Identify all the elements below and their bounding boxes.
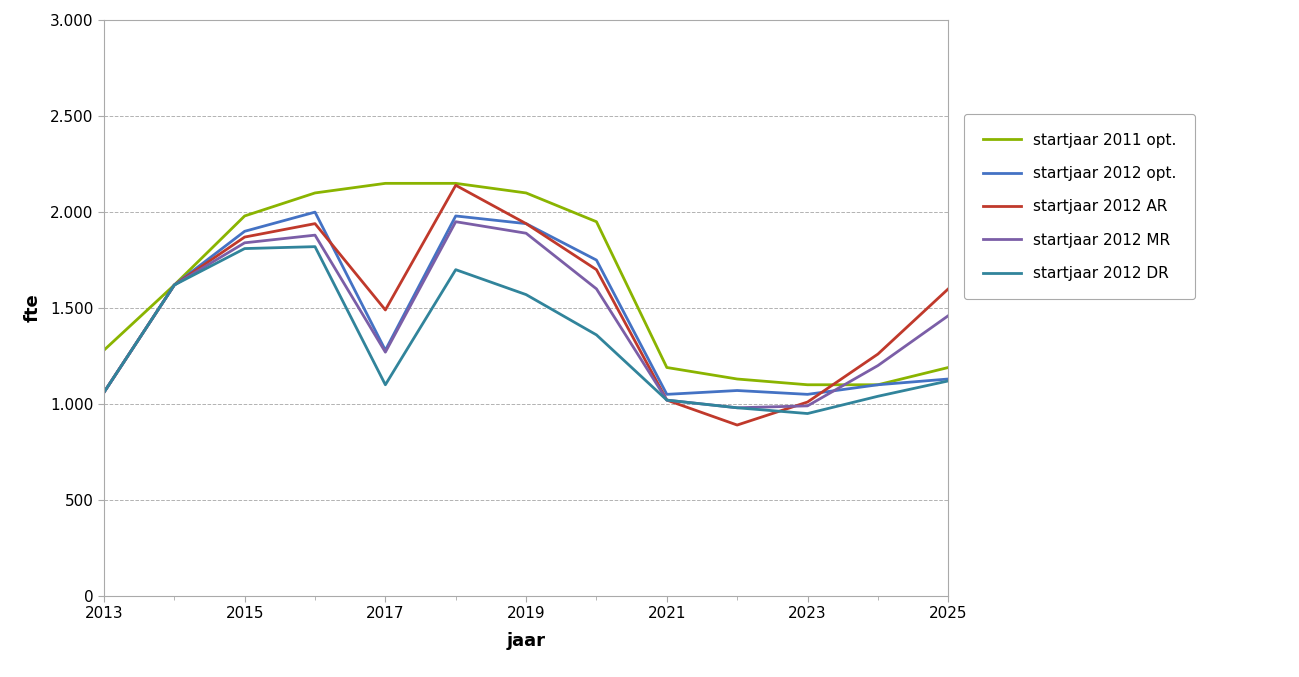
startjaar 2012 MR [588, 285, 604, 293]
startjaar 2012 AR [659, 396, 674, 404]
startjaar 2012 MR [659, 396, 674, 404]
startjaar 2012 MR [730, 403, 746, 412]
startjaar 2012 DR [236, 244, 252, 253]
startjaar 2012 DR [730, 403, 746, 412]
startjaar 2011 opt. [378, 179, 394, 188]
startjaar 2012 AR [730, 421, 746, 429]
startjaar 2011 opt. [870, 380, 886, 389]
startjaar 2012 DR [870, 392, 886, 400]
startjaar 2011 opt. [588, 218, 604, 226]
startjaar 2012 AR [166, 281, 182, 289]
Legend: startjaar 2011 opt., startjaar 2012 opt., startjaar 2012 AR, startjaar 2012 MR, : startjaar 2011 opt., startjaar 2012 opt.… [964, 114, 1195, 299]
Line: startjaar 2012 opt.: startjaar 2012 opt. [104, 212, 948, 394]
startjaar 2011 opt. [96, 346, 112, 354]
startjaar 2012 AR [870, 350, 886, 358]
startjaar 2012 opt. [378, 346, 394, 354]
startjaar 2012 opt. [518, 219, 534, 227]
startjaar 2012 AR [940, 285, 956, 293]
startjaar 2012 DR [588, 331, 604, 339]
startjaar 2012 DR [940, 377, 956, 385]
startjaar 2012 AR [378, 306, 394, 314]
X-axis label: jaar: jaar [507, 632, 546, 651]
startjaar 2012 opt. [588, 256, 604, 264]
startjaar 2012 MR [800, 402, 816, 410]
startjaar 2012 opt. [730, 387, 746, 395]
startjaar 2012 opt. [659, 390, 674, 398]
startjaar 2012 AR [308, 219, 323, 227]
startjaar 2012 MR [308, 231, 323, 239]
startjaar 2012 MR [166, 281, 182, 289]
Line: startjaar 2012 MR: startjaar 2012 MR [104, 222, 948, 408]
startjaar 2011 opt. [940, 364, 956, 372]
startjaar 2012 DR [800, 410, 816, 418]
startjaar 2012 opt. [308, 208, 323, 216]
startjaar 2011 opt. [308, 189, 323, 197]
startjaar 2012 AR [96, 389, 112, 397]
startjaar 2012 MR [518, 229, 534, 238]
startjaar 2012 opt. [800, 390, 816, 398]
startjaar 2012 opt. [236, 227, 252, 236]
startjaar 2012 opt. [166, 281, 182, 289]
startjaar 2012 AR [518, 219, 534, 227]
startjaar 2012 DR [96, 389, 112, 397]
Line: startjaar 2012 DR: startjaar 2012 DR [104, 246, 948, 414]
startjaar 2012 opt. [96, 389, 112, 397]
startjaar 2011 opt. [236, 212, 252, 220]
startjaar 2012 AR [236, 233, 252, 241]
startjaar 2012 MR [96, 389, 112, 397]
startjaar 2012 DR [518, 290, 534, 299]
startjaar 2012 DR [448, 265, 464, 274]
startjaar 2012 opt. [870, 380, 886, 389]
startjaar 2012 AR [448, 181, 464, 190]
startjaar 2012 AR [800, 398, 816, 406]
startjaar 2011 opt. [730, 375, 746, 383]
startjaar 2012 DR [659, 396, 674, 404]
startjaar 2012 MR [236, 239, 252, 247]
startjaar 2012 MR [870, 362, 886, 370]
startjaar 2012 DR [378, 380, 394, 389]
Y-axis label: fte: fte [23, 294, 42, 322]
startjaar 2012 MR [940, 311, 956, 320]
startjaar 2011 opt. [166, 281, 182, 289]
startjaar 2012 opt. [940, 375, 956, 383]
startjaar 2011 opt. [518, 189, 534, 197]
startjaar 2012 MR [448, 218, 464, 226]
Line: startjaar 2012 AR: startjaar 2012 AR [104, 185, 948, 425]
startjaar 2012 DR [308, 242, 323, 250]
startjaar 2012 opt. [448, 212, 464, 220]
Line: startjaar 2011 opt.: startjaar 2011 opt. [104, 183, 948, 385]
startjaar 2012 MR [378, 348, 394, 356]
startjaar 2011 opt. [659, 364, 674, 372]
startjaar 2012 AR [588, 265, 604, 274]
startjaar 2012 DR [166, 281, 182, 289]
startjaar 2011 opt. [448, 179, 464, 188]
startjaar 2011 opt. [800, 380, 816, 389]
